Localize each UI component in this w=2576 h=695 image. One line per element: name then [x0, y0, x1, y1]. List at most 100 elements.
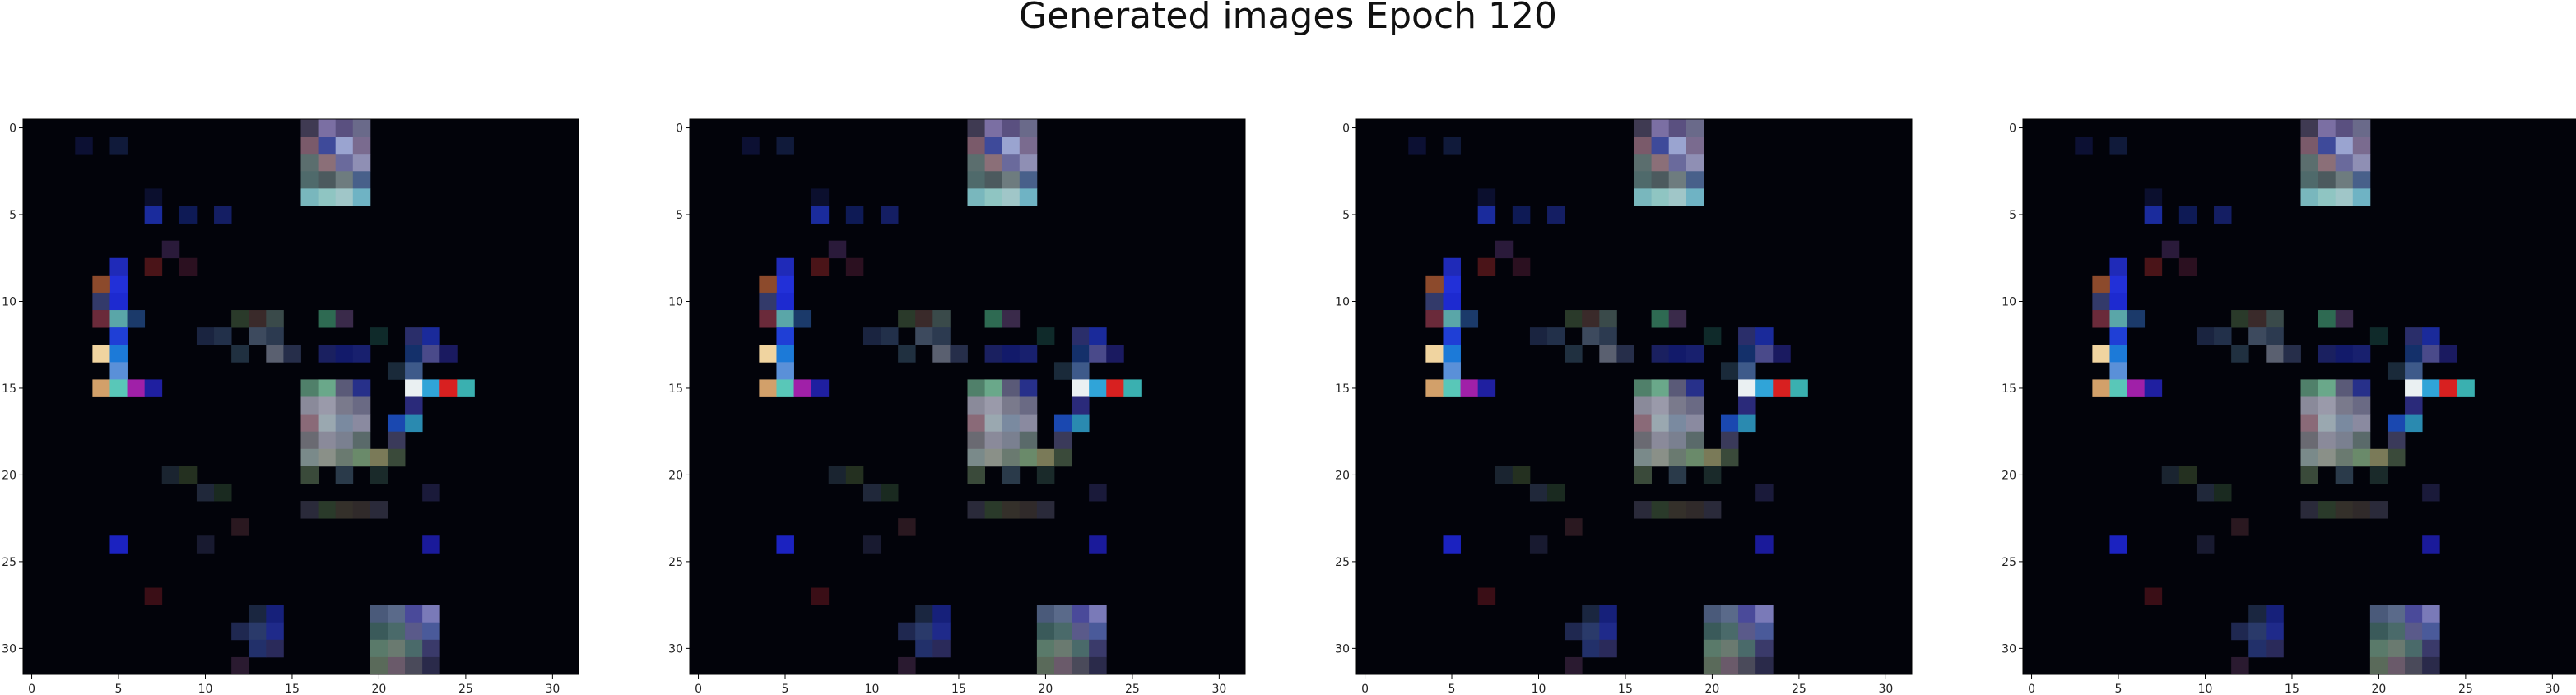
pixel-cell: [214, 206, 232, 224]
pixel-cell: [1755, 656, 1774, 675]
pixel-cell: [109, 379, 128, 397]
pixel-cell: [2405, 345, 2423, 363]
pixel-cell: [1668, 466, 1687, 484]
pixel-cell: [318, 119, 337, 137]
pixel-cell: [915, 639, 933, 658]
pixel-cell: [2405, 327, 2423, 345]
pixel-cell: [352, 414, 371, 433]
axes-frame: [689, 118, 1246, 675]
pixel-cell: [2457, 379, 2475, 397]
pixel-cell: [2178, 257, 2197, 276]
pixel-cell: [2266, 622, 2284, 641]
pixel-cell: [335, 171, 354, 189]
pixel-cell: [370, 466, 388, 484]
pixel-cell: [984, 414, 1003, 433]
y-tick-label: 30: [2, 642, 16, 656]
pixel-cell: [1443, 345, 1461, 363]
pixel-cell: [2405, 639, 2423, 658]
pixel-cell: [1668, 448, 1687, 467]
pixel-cell: [2144, 188, 2163, 206]
pixel-cell: [144, 257, 163, 276]
pixel-cell: [1019, 379, 1038, 397]
y-tick-label: 0: [676, 123, 683, 136]
y-tick-label: 15: [2002, 382, 2016, 396]
x-tick-label: 20: [1039, 683, 1053, 695]
pixel-cell: [1634, 414, 1652, 433]
pixel-cell: [2405, 656, 2423, 675]
pixel-cell: [2300, 379, 2318, 397]
pixel-cell: [370, 656, 388, 675]
pixel-cell: [300, 431, 319, 450]
pixel-cell: [2335, 414, 2354, 433]
pixel-cell: [1089, 379, 1107, 397]
pixel-cell: [457, 379, 475, 397]
pixel-cell: [2335, 310, 2354, 328]
pixel-cell: [2092, 275, 2110, 294]
x-tick-label: 20: [372, 683, 387, 695]
pixel-cell: [422, 535, 440, 554]
pixel-cell: [1773, 345, 1791, 363]
pixel-cell: [283, 345, 301, 363]
pixel-cell: [2405, 362, 2423, 380]
pixel-cell: [318, 448, 337, 467]
pixel-cell: [1634, 501, 1652, 519]
pixel-cell: [2335, 137, 2354, 155]
pixel-cell: [1582, 327, 1600, 345]
pixel-cell: [1053, 622, 1072, 641]
pixel-cell: [335, 188, 354, 206]
image-plot-svg: 0 5 10 15 20 25 30 0 5 10 15 20 25 30: [2, 118, 579, 695]
pixel-cell: [1738, 362, 1756, 380]
pixel-cell: [2109, 379, 2127, 397]
pixel-cell: [405, 396, 423, 415]
pixel-cell: [1565, 656, 1583, 675]
y-tick-label: 0: [1342, 123, 1350, 136]
pixel-cell: [370, 622, 388, 641]
pixel-cell: [2300, 154, 2318, 172]
pixel-cell: [92, 275, 110, 294]
pixel-cell: [1686, 137, 1704, 155]
pixel-cell: [2318, 188, 2337, 206]
pixel-cell: [2214, 483, 2232, 502]
pixel-cell: [370, 639, 388, 658]
x-tick-label: 30: [1878, 683, 1893, 695]
pixel-cell: [387, 362, 406, 380]
pixel-cell: [335, 379, 354, 397]
pixel-cell: [1019, 345, 1038, 363]
pixel-cell: [1495, 240, 1514, 259]
pixel-cell: [776, 327, 794, 345]
pixel-cell: [863, 535, 881, 554]
pixel-cell: [2405, 622, 2423, 641]
y-tick-label: 20: [668, 469, 683, 482]
pixel-cell: [2231, 345, 2249, 363]
pixel-cell: [2300, 396, 2318, 415]
pixel-cell: [2369, 448, 2388, 467]
pixel-cell: [2300, 414, 2318, 433]
image-panel-3: 0 5 10 15 20 25 30 0 5 10 15 20 25 30: [1333, 0, 1913, 695]
x-tick-label: 30: [545, 683, 560, 695]
pixel-cell: [2352, 414, 2371, 433]
pixel-cell: [967, 379, 985, 397]
pixel-cell: [1634, 188, 1652, 206]
axes-frame: [1355, 118, 1913, 675]
pixel-cell: [422, 379, 440, 397]
pixel-cell: [1686, 188, 1704, 206]
pixel-cell: [984, 137, 1003, 155]
pixel-cell: [1651, 431, 1670, 450]
pixel-cell: [422, 605, 440, 623]
pixel-cell: [967, 414, 985, 433]
x-tick-label: 15: [2285, 683, 2299, 695]
pixel-cell: [1089, 345, 1107, 363]
pixel-cell: [2283, 345, 2301, 363]
pixel-cell: [300, 379, 319, 397]
pixel-cell: [2335, 466, 2354, 484]
pixel-cell: [405, 327, 423, 345]
y-tick-label: 25: [1335, 556, 1350, 569]
pixel-cell: [1477, 188, 1496, 206]
pixel-cell: [759, 275, 777, 294]
pixel-cell: [932, 310, 951, 328]
pixel-cell: [1002, 466, 1021, 484]
pixel-cell: [2405, 379, 2423, 397]
pixel-cell: [1443, 535, 1461, 554]
pixel-cell: [352, 379, 371, 397]
pixel-cell: [405, 639, 423, 658]
